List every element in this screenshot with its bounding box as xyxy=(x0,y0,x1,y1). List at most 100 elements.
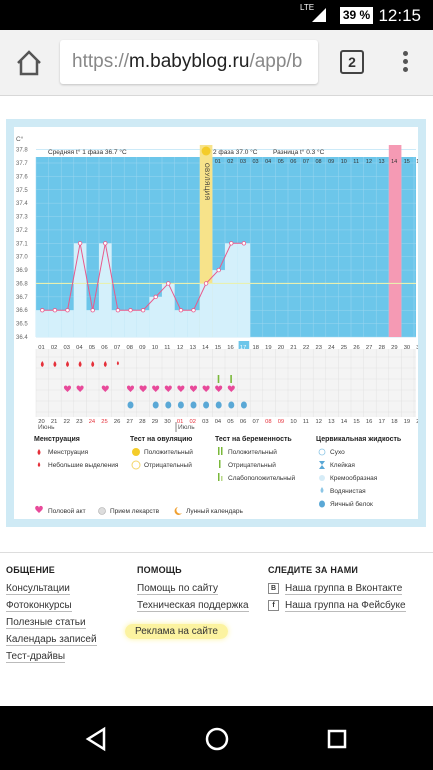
footer-link-facebook[interactable]: f Наша группа на Фейсбуке xyxy=(268,600,406,613)
legend-cervical-creamy: Кремообразная xyxy=(330,474,378,482)
intercourse-heart-icon xyxy=(202,385,210,392)
y-tick-label: 37.2 xyxy=(16,228,28,234)
top-day-label: 10 xyxy=(341,159,347,165)
top-day-label: 01 xyxy=(215,159,221,165)
y-tick-label: 36.5 xyxy=(16,322,28,328)
ovulation-sun-icon xyxy=(201,146,211,156)
cycle-day-label: 17 xyxy=(240,345,246,351)
legend-cervical-watery: Водянистая xyxy=(330,488,366,495)
intercourse-heart-icon xyxy=(101,385,109,392)
cycle-day-label: 09 xyxy=(139,345,145,351)
pregtest-weak-icon xyxy=(218,473,220,481)
recents-button[interactable] xyxy=(322,724,352,754)
browser-toolbar: https://m.babyblog.ru/app/b 2 xyxy=(0,30,433,96)
calendar-date-label: 24 xyxy=(89,419,96,425)
cycle-day-label: 23 xyxy=(316,345,322,351)
calendar-date-label: 10 xyxy=(290,419,296,425)
home-nav-button[interactable] xyxy=(202,724,232,754)
temperature-point xyxy=(241,241,247,246)
legend-medication: Прием лекарств xyxy=(110,508,160,515)
android-nav-bar xyxy=(0,706,433,770)
pill-icon xyxy=(98,507,106,515)
menstruation-drop-icon xyxy=(91,361,95,367)
calendar-date-label: 21 xyxy=(51,419,57,425)
footer-link-vk[interactable]: B Наша группа в Вконтакте xyxy=(268,583,406,596)
bbt-chart: ОВУЛЯЦИЯ C° Средняя t° 1 фаза 36.7 °C 2 … xyxy=(14,127,433,519)
cycle-day-label: 03 xyxy=(64,345,70,351)
temperature-bar xyxy=(36,310,49,337)
battery-indicator: 39 % xyxy=(340,7,373,24)
month-july-label: Июль xyxy=(178,424,195,431)
egg-white-icon xyxy=(228,401,235,409)
temperature-bar xyxy=(225,243,238,337)
pregnancy-test-positive-icon xyxy=(230,375,232,383)
bbt-chart-panel: ОВУЛЯЦИЯ C° Средняя t° 1 фаза 36.7 °C 2 … xyxy=(6,119,433,527)
intercourse-heart-icon xyxy=(215,385,223,392)
ovulation-label: ОВУЛЯЦИЯ xyxy=(203,163,209,200)
footer-col-help: ПОМОЩЬ Помощь по сайту Техническая подде… xyxy=(125,565,249,643)
egg-white-icon xyxy=(319,500,325,508)
top-day-label: 07 xyxy=(303,159,309,165)
calendar-date-label: 16 xyxy=(366,419,372,425)
intercourse-heart-icon xyxy=(227,385,235,392)
menstruation-drop-icon xyxy=(103,361,107,367)
temperature-point xyxy=(216,267,221,273)
calendar-date-label: 27 xyxy=(127,419,133,425)
top-day-label: 03 xyxy=(240,159,246,165)
legend-cervical-sticky: Клейкая xyxy=(330,461,355,469)
top-day-label: 02 xyxy=(227,159,233,165)
footer-link-calendar[interactable]: Календарь записей xyxy=(6,634,97,646)
temperature-point xyxy=(103,241,108,246)
url-field[interactable]: https://m.babyblog.ru/app/b xyxy=(60,40,318,84)
overflow-menu-button[interactable] xyxy=(395,48,415,78)
phase2-average: 2 фаза 37.0 °C xyxy=(213,148,258,156)
calendar-date-label: 08 xyxy=(265,419,271,425)
calendar-date-label: 11 xyxy=(303,419,309,425)
footer-link-support[interactable]: Техническая поддержка xyxy=(137,600,249,612)
home-button[interactable] xyxy=(14,48,44,78)
events-grid xyxy=(36,349,416,417)
legend-intercourse: Половой акт xyxy=(48,507,86,515)
calendar-date-label: 19 xyxy=(404,419,410,425)
temperature-bar xyxy=(99,243,112,337)
footer-link-test-drives[interactable]: Тест-драйвы xyxy=(6,651,66,663)
temperature-bar xyxy=(199,283,213,337)
menstruation-drop-icon xyxy=(116,361,119,366)
temperature-bar xyxy=(162,283,175,337)
top-day-label: 08 xyxy=(316,159,322,165)
vk-icon: B xyxy=(268,583,279,594)
footer-link-consultations[interactable]: Консультации xyxy=(6,583,70,595)
tab-switcher-button[interactable]: 2 xyxy=(340,50,364,74)
legend-cervical-dry: Сухо xyxy=(330,449,345,456)
temperature-point xyxy=(166,281,171,286)
watery-icon xyxy=(320,487,324,493)
page-content: ОВУЛЯЦИЯ C° Средняя t° 1 фаза 36.7 °C 2 … xyxy=(0,97,433,705)
y-tick-label: 36.8 xyxy=(16,281,28,287)
intercourse-heart-icon xyxy=(177,385,185,392)
footer-link-advertising[interactable]: Реклама на сайте xyxy=(125,624,249,639)
menstruation-drop-icon xyxy=(66,361,69,367)
ovtest-positive-icon xyxy=(132,448,140,456)
top-day-label: 13 xyxy=(379,159,385,165)
cycle-day-label: 02 xyxy=(51,345,57,351)
y-tick-label: 36.4 xyxy=(16,335,28,341)
footer-col-title: СЛЕДИТЕ ЗА НАМИ xyxy=(268,565,359,575)
cycle-day-label: 11 xyxy=(164,345,170,351)
calendar-date-label: 02 xyxy=(190,419,196,425)
status-bar: LTE 39 % 12:15 xyxy=(0,0,433,30)
legend-pregtest-positive: Положительный xyxy=(228,448,277,456)
legend-pregtest-title: Тест на беременность xyxy=(215,435,292,443)
back-button[interactable] xyxy=(82,724,112,754)
cut-off-heading xyxy=(0,97,433,105)
footer-link-photo-contests[interactable]: Фотоконкурсы xyxy=(6,600,72,612)
footer-link-articles[interactable]: Полезные статьи xyxy=(6,617,86,629)
calendar-date-label: 29 xyxy=(152,419,158,425)
y-tick-label: 37.6 xyxy=(16,174,28,180)
cycle-day-label: 25 xyxy=(341,345,347,351)
cycle-day-label: 19 xyxy=(265,345,271,351)
temperature-point xyxy=(40,308,45,313)
cycle-day-label: 21 xyxy=(290,345,296,351)
footer-col-title: ПОМОЩЬ xyxy=(137,565,182,575)
footer-link-site-help[interactable]: Помощь по сайту xyxy=(137,583,218,595)
cycle-day-label: 06 xyxy=(101,345,107,351)
